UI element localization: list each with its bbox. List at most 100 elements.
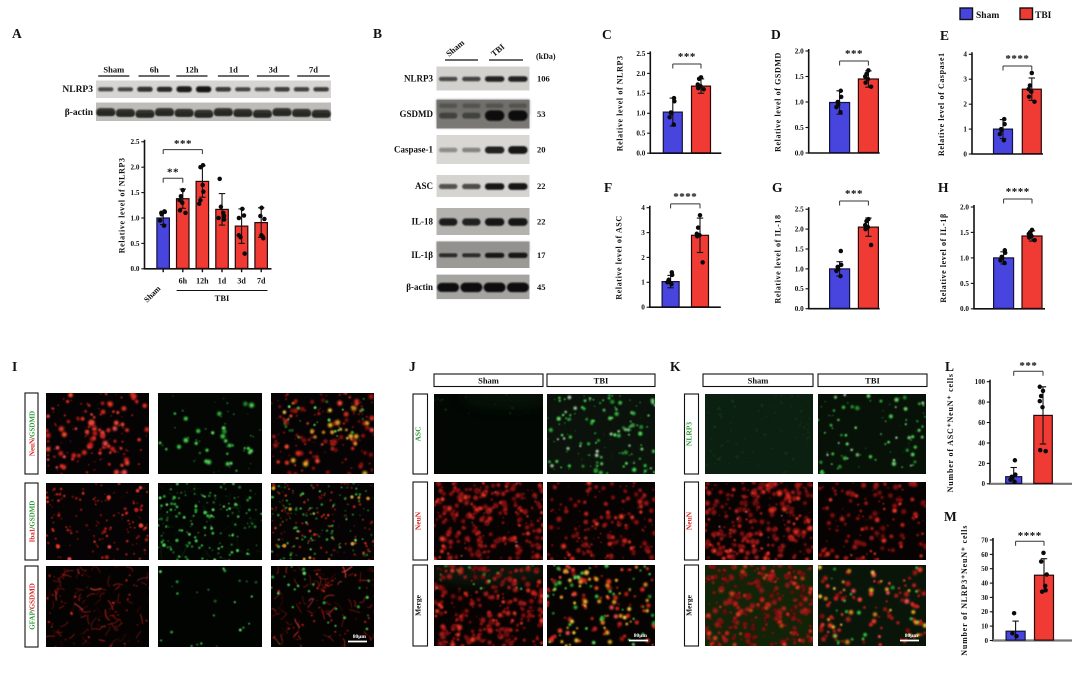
svg-text:7d: 7d — [309, 65, 318, 75]
svg-text:2.0: 2.0 — [960, 203, 969, 211]
svg-text:Sham: Sham — [976, 11, 999, 21]
svg-text:1d: 1d — [218, 277, 227, 286]
svg-text:Relative level of NLRP3: Relative level of NLRP3 — [615, 55, 624, 151]
svg-text:NeuN: NeuN — [685, 511, 694, 530]
svg-text:TBI: TBI — [594, 376, 609, 386]
svg-text:1d: 1d — [229, 65, 238, 75]
svg-text:4: 4 — [963, 51, 967, 59]
svg-text:NLRP3: NLRP3 — [685, 422, 694, 446]
svg-text:0.0: 0.0 — [636, 150, 645, 158]
svg-text:**: ** — [167, 167, 179, 179]
svg-text:4: 4 — [641, 204, 645, 212]
svg-text:0.5: 0.5 — [960, 280, 969, 288]
svg-text:1: 1 — [963, 126, 967, 134]
svg-text:1.5: 1.5 — [795, 245, 804, 253]
svg-text:0.5: 0.5 — [131, 240, 140, 248]
svg-text:0.0: 0.0 — [795, 305, 804, 313]
svg-text:NLRP3: NLRP3 — [62, 85, 93, 95]
svg-text:0.5: 0.5 — [795, 124, 804, 132]
svg-text:***: *** — [174, 138, 192, 150]
svg-text:53: 53 — [537, 109, 546, 119]
svg-text:C: C — [602, 27, 612, 42]
svg-text:Relative level of ASC: Relative level of ASC — [615, 215, 624, 299]
svg-text:Merge: Merge — [685, 594, 694, 615]
svg-text:H: H — [938, 180, 949, 195]
svg-text:ASC: ASC — [414, 426, 423, 441]
svg-text:1: 1 — [641, 279, 645, 287]
svg-text:TBI: TBI — [215, 293, 230, 303]
svg-text:0.5: 0.5 — [795, 285, 804, 293]
svg-text:ASC: ASC — [415, 181, 433, 191]
svg-text:TBI: TBI — [865, 376, 880, 386]
svg-text:IL-1β: IL-1β — [411, 250, 433, 260]
svg-text:1.0: 1.0 — [636, 110, 645, 118]
svg-text:GFAP/GSDMD: GFAP/GSDMD — [29, 583, 37, 630]
svg-text:Merge: Merge — [414, 594, 423, 615]
svg-text:80μm: 80μm — [353, 634, 367, 640]
svg-text:IL-18: IL-18 — [411, 217, 433, 227]
svg-text:0.5: 0.5 — [636, 130, 645, 138]
svg-text:0.0: 0.0 — [960, 305, 969, 313]
svg-text:2.0: 2.0 — [636, 70, 645, 78]
svg-text:2.0: 2.0 — [131, 164, 140, 172]
svg-text:TBI: TBI — [1035, 11, 1052, 21]
svg-text:1.5: 1.5 — [636, 90, 645, 98]
svg-text:22: 22 — [537, 217, 546, 227]
svg-text:I: I — [12, 359, 17, 374]
svg-text:Iba1/GSDMD: Iba1/GSDMD — [29, 501, 37, 543]
svg-text:A: A — [12, 26, 22, 41]
svg-text:1.5: 1.5 — [960, 229, 969, 237]
svg-text:Relative level of Caspase1: Relative level of Caspase1 — [937, 52, 946, 156]
svg-text:12h: 12h — [185, 65, 199, 75]
svg-text:45: 45 — [537, 282, 546, 292]
svg-text:17: 17 — [537, 250, 546, 260]
svg-text:β-actin: β-actin — [406, 282, 433, 292]
svg-text:GSDMD: GSDMD — [400, 109, 434, 119]
svg-text:Sham: Sham — [478, 376, 499, 386]
svg-text:D: D — [771, 27, 781, 42]
svg-text:K: K — [670, 359, 681, 374]
svg-text:0.0: 0.0 — [131, 265, 140, 273]
svg-text:M: M — [944, 509, 957, 524]
svg-text:L: L — [945, 359, 954, 374]
svg-text:2.5: 2.5 — [795, 206, 804, 214]
svg-text:1.0: 1.0 — [795, 98, 804, 106]
svg-text:106: 106 — [537, 74, 550, 84]
svg-text:G: G — [772, 180, 783, 195]
svg-text:B: B — [373, 26, 382, 41]
svg-text:3d: 3d — [237, 277, 246, 286]
svg-text:***: *** — [845, 48, 863, 60]
svg-text:Sham: Sham — [103, 65, 124, 75]
svg-text:NeuN/GSDMD: NeuN/GSDMD — [29, 411, 37, 456]
svg-text:20: 20 — [537, 145, 546, 155]
svg-text:****: **** — [1006, 186, 1030, 198]
svg-text:7d: 7d — [257, 277, 266, 286]
svg-text:3: 3 — [963, 76, 967, 84]
svg-text:1.0: 1.0 — [131, 214, 140, 222]
svg-text:2.5: 2.5 — [131, 138, 140, 146]
svg-text:(kDa): (kDa) — [536, 52, 556, 61]
svg-text:0: 0 — [641, 304, 645, 312]
svg-text:***: *** — [678, 51, 696, 63]
svg-text:Relative level of GSDMD: Relative level of GSDMD — [774, 52, 783, 152]
svg-text:3d: 3d — [269, 65, 278, 75]
svg-text:2.5: 2.5 — [636, 50, 645, 58]
svg-text:0.0: 0.0 — [795, 149, 804, 157]
svg-text:NeuN: NeuN — [414, 511, 423, 530]
svg-text:****: **** — [1005, 53, 1029, 65]
svg-text:22: 22 — [537, 181, 546, 191]
svg-text:E: E — [940, 28, 949, 43]
svg-text:1.0: 1.0 — [960, 254, 969, 262]
svg-text:12h: 12h — [196, 277, 209, 286]
svg-text:2: 2 — [641, 254, 645, 262]
svg-text:1.5: 1.5 — [131, 189, 140, 197]
svg-text:J: J — [409, 359, 416, 374]
svg-text:80μm: 80μm — [634, 633, 648, 639]
svg-text:6h: 6h — [150, 65, 159, 75]
svg-text:β-actin: β-actin — [65, 108, 94, 118]
svg-text:0: 0 — [963, 150, 967, 158]
svg-text:****: **** — [673, 191, 697, 203]
svg-text:Relative level of IL-18: Relative level of IL-18 — [774, 214, 783, 303]
svg-text:Caspase-1: Caspase-1 — [394, 145, 434, 155]
svg-text:3: 3 — [641, 229, 645, 237]
